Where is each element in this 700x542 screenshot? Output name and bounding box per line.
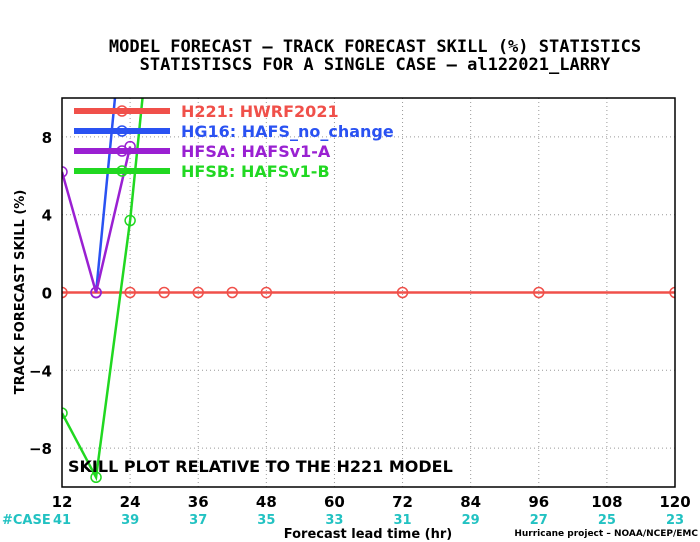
y-axis-label: TRACK FORECAST SKILL (%) (13, 190, 28, 395)
case-count: 23 (666, 513, 684, 528)
y-tick-label: 4 (42, 207, 52, 225)
chart-subtitle: STATISTISCS FOR A SINGLE CASE – al122021… (140, 55, 612, 75)
case-count-row: #CASE 41 39 37 35 33 31 29 27 25 23 (2, 513, 684, 528)
credit-text: Hurricane project – NOAA/NCEP/EMC (514, 529, 698, 539)
x-tick-label: 60 (324, 493, 345, 511)
case-count: 39 (121, 513, 139, 528)
series-point (669, 286, 675, 299)
legend-label: HG16: HAFS_no_change (181, 122, 394, 141)
x-tick-label: 108 (591, 493, 622, 511)
case-count: 25 (598, 513, 616, 528)
series-point (158, 286, 170, 299)
series-point (533, 286, 545, 299)
series-point (260, 286, 273, 299)
x-tick-label: 72 (392, 493, 413, 511)
y-tick-label: −8 (29, 440, 52, 458)
plot-frame (61, 97, 676, 488)
series-point (124, 286, 136, 299)
case-count: 33 (325, 513, 343, 528)
legend-swatch-marker (116, 165, 128, 177)
series-point (192, 286, 204, 299)
case-label: #CASE (2, 513, 51, 528)
series-point (124, 214, 136, 227)
series-point (90, 286, 102, 299)
x-tick-label: 24 (120, 493, 141, 511)
x-tick-label: 84 (460, 493, 481, 511)
case-count: 31 (394, 513, 412, 528)
x-tick-label: 36 (188, 493, 209, 511)
case-count: 37 (189, 513, 207, 528)
series-point (62, 407, 68, 419)
grid (62, 98, 675, 487)
x-axis-label: Forecast lead time (hr) (284, 527, 452, 542)
case-count: 41 (53, 513, 71, 528)
series-line (62, 146, 132, 293)
y-tick-labels: −8 −4 0 4 8 (29, 129, 52, 458)
legend-swatch-marker (116, 125, 128, 137)
x-tick-labels: 12 24 36 48 60 72 84 96 108 120 (52, 493, 691, 511)
x-tick-label: 120 (659, 493, 690, 511)
series-point (90, 471, 102, 484)
legend-swatch-marker (116, 105, 128, 117)
x-tick-label: 48 (256, 493, 277, 511)
y-tick-label: 0 (42, 285, 52, 303)
reference-note: SKILL PLOT RELATIVE TO THE H221 MODEL (68, 457, 453, 476)
case-count: 27 (530, 513, 548, 528)
x-tick-label: 12 (52, 493, 73, 511)
series-point (62, 286, 68, 299)
series-line (62, 98, 144, 482)
series-layer (62, 98, 675, 484)
legend-label: H221: HWRF2021 (181, 102, 339, 121)
series-point (62, 166, 68, 178)
legend-label: HFSA: HAFSv1-A (181, 142, 331, 161)
series-line (94, 98, 117, 293)
legend-label: HFSB: HAFSv1-B (181, 162, 330, 181)
series-point (226, 286, 239, 299)
y-tick-label: 8 (42, 129, 52, 147)
legend-swatch-marker (116, 145, 128, 157)
chart-title: MODEL FORECAST – TRACK FORECAST SKILL (%… (109, 37, 641, 57)
y-tick-label: −4 (29, 362, 52, 380)
case-count: 29 (462, 513, 480, 528)
case-count: 35 (257, 513, 275, 528)
series-point (396, 286, 409, 299)
x-tick-label: 96 (528, 493, 549, 511)
